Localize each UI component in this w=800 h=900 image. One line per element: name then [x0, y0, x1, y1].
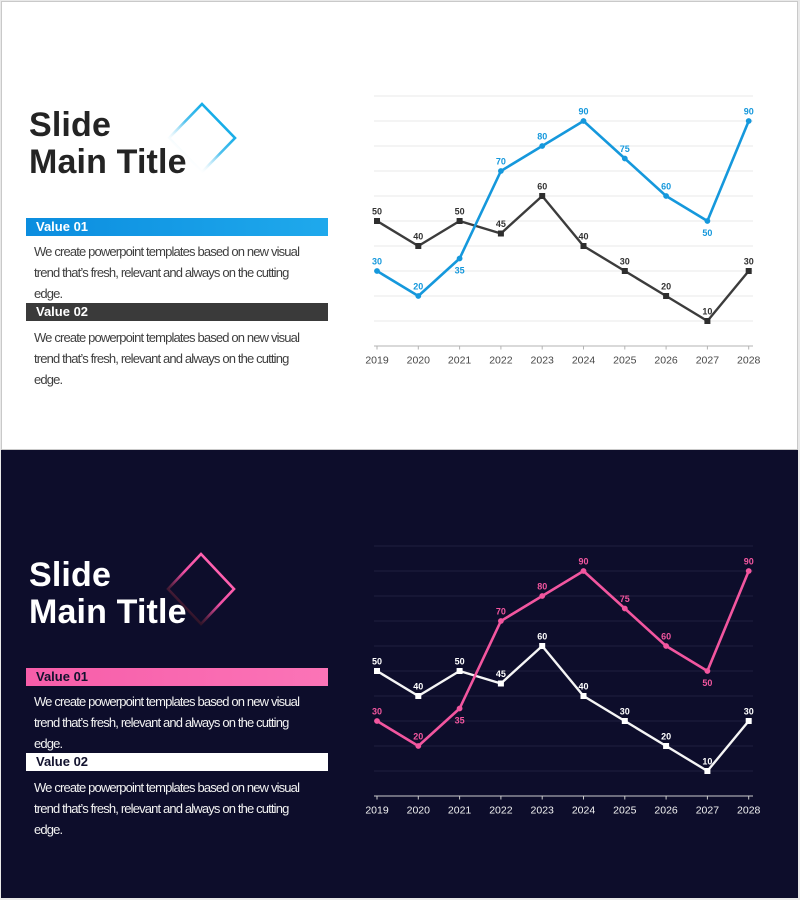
svg-text:2026: 2026 — [654, 805, 678, 817]
svg-text:60: 60 — [661, 182, 671, 192]
svg-text:30: 30 — [372, 257, 382, 267]
svg-text:10: 10 — [702, 757, 712, 767]
svg-text:60: 60 — [661, 632, 671, 642]
svg-text:2025: 2025 — [613, 805, 637, 817]
svg-text:40: 40 — [413, 232, 423, 242]
svg-text:60: 60 — [537, 182, 547, 192]
svg-text:30: 30 — [620, 707, 630, 717]
svg-text:2024: 2024 — [572, 805, 596, 817]
svg-text:2023: 2023 — [531, 805, 555, 817]
svg-text:2022: 2022 — [489, 805, 513, 817]
svg-text:50: 50 — [702, 678, 712, 688]
svg-text:2022: 2022 — [489, 355, 513, 367]
svg-text:20: 20 — [661, 732, 671, 742]
svg-text:50: 50 — [702, 228, 712, 238]
svg-text:60: 60 — [537, 632, 547, 642]
svg-text:80: 80 — [537, 132, 547, 142]
svg-text:40: 40 — [578, 232, 588, 242]
svg-text:50: 50 — [372, 657, 382, 667]
svg-text:2027: 2027 — [696, 805, 720, 817]
svg-text:80: 80 — [537, 582, 547, 592]
svg-text:70: 70 — [496, 607, 506, 617]
svg-text:35: 35 — [455, 266, 465, 276]
svg-text:2023: 2023 — [531, 355, 555, 367]
svg-text:2021: 2021 — [448, 355, 472, 367]
svg-text:2019: 2019 — [365, 805, 389, 817]
svg-text:2028: 2028 — [737, 805, 761, 817]
svg-text:70: 70 — [496, 157, 506, 167]
svg-text:90: 90 — [578, 557, 588, 567]
svg-text:30: 30 — [620, 257, 630, 267]
svg-text:30: 30 — [744, 707, 754, 717]
svg-text:75: 75 — [620, 594, 630, 604]
svg-text:50: 50 — [372, 207, 382, 217]
svg-text:90: 90 — [578, 107, 588, 117]
svg-text:2020: 2020 — [407, 355, 431, 367]
svg-text:40: 40 — [413, 682, 423, 692]
svg-text:10: 10 — [702, 307, 712, 317]
svg-text:45: 45 — [496, 669, 506, 679]
svg-text:50: 50 — [455, 657, 465, 667]
svg-text:35: 35 — [455, 716, 465, 726]
svg-text:2024: 2024 — [572, 355, 596, 367]
svg-text:2021: 2021 — [448, 805, 472, 817]
svg-text:90: 90 — [744, 107, 754, 117]
svg-text:20: 20 — [413, 732, 423, 742]
svg-text:45: 45 — [496, 219, 506, 229]
svg-text:20: 20 — [413, 282, 423, 292]
svg-text:40: 40 — [578, 682, 588, 692]
svg-text:75: 75 — [620, 144, 630, 154]
svg-text:90: 90 — [744, 557, 754, 567]
svg-text:20: 20 — [661, 282, 671, 292]
svg-text:2020: 2020 — [407, 805, 431, 817]
svg-text:2027: 2027 — [696, 355, 720, 367]
svg-text:30: 30 — [744, 257, 754, 267]
svg-text:2026: 2026 — [654, 355, 678, 367]
svg-text:2025: 2025 — [613, 355, 637, 367]
svg-text:2019: 2019 — [365, 355, 389, 367]
svg-text:50: 50 — [455, 207, 465, 217]
svg-text:30: 30 — [372, 707, 382, 717]
svg-text:2028: 2028 — [737, 355, 761, 367]
